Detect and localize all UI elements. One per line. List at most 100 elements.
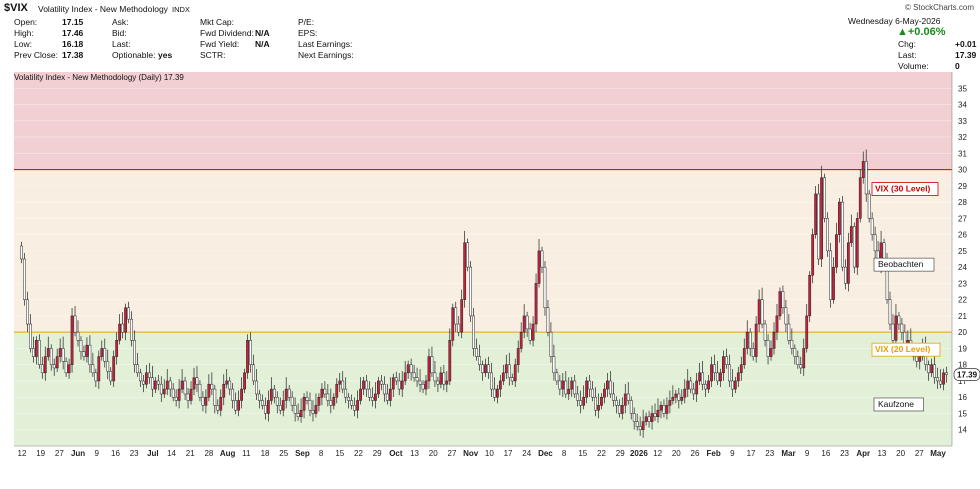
candle-body: [665, 405, 669, 414]
quote-label: Chg:: [898, 39, 916, 49]
y-tick-label: 28: [958, 198, 967, 207]
candle-body: [88, 344, 92, 365]
last-value-label: 17.39: [957, 371, 978, 380]
candle-body: [823, 177, 826, 219]
candle-body: [299, 409, 303, 417]
candle-body: [561, 380, 565, 390]
quote-value: 17.38: [62, 50, 84, 60]
candle-body: [564, 380, 568, 395]
candle-body: [849, 226, 853, 243]
x-tick-label: 15: [335, 449, 344, 458]
candle-body: [326, 393, 330, 401]
change-percent: ▲+0.06%: [897, 26, 946, 38]
x-tick-label: 19: [36, 449, 45, 458]
candle-body: [213, 388, 217, 406]
candle-body: [531, 323, 535, 341]
candle-body: [275, 396, 279, 406]
x-tick-label: 13: [410, 449, 419, 458]
candle-body: [397, 380, 401, 390]
candle-body: [409, 364, 413, 374]
candle-body: [377, 380, 380, 395]
candle-body: [838, 201, 841, 235]
candle-body: [264, 405, 267, 414]
candle-body: [82, 351, 86, 357]
candle-body: [781, 291, 785, 309]
candle-body: [760, 299, 764, 325]
candle-body: [314, 405, 318, 414]
y-tick-label: 33: [958, 117, 967, 126]
candle-body: [26, 299, 29, 325]
x-tick-label: 14: [167, 449, 176, 458]
x-tick-label: 23: [840, 449, 849, 458]
quote-value: N/A: [255, 28, 270, 38]
quote-value: yes: [158, 50, 173, 60]
x-tick-label: 28: [204, 449, 213, 458]
candle-body: [192, 377, 196, 390]
annotation-box: [873, 397, 924, 412]
x-tick-label: 29: [373, 449, 382, 458]
candle-body: [73, 315, 77, 333]
candle-body: [835, 234, 838, 268]
candle-body: [549, 331, 553, 357]
candle-body: [281, 400, 285, 411]
candle-body: [341, 380, 345, 390]
candle-body: [698, 372, 702, 382]
candle-body: [632, 413, 636, 422]
candle-body: [207, 383, 211, 398]
y-tick-label: 20: [958, 328, 967, 337]
candle-body: [237, 400, 240, 411]
candle-body: [46, 348, 50, 357]
candle-body: [442, 372, 446, 385]
x-tick-label: 20: [429, 449, 438, 458]
candle-body: [37, 340, 41, 365]
candle-body: [156, 380, 160, 385]
quote-value: 17.46: [62, 28, 84, 38]
y-tick-label: 21: [958, 312, 967, 321]
candle-body: [266, 400, 270, 414]
candle-body: [171, 388, 175, 398]
candle-body: [891, 323, 895, 341]
instrument-name: Volatility Index - New Methodology: [38, 4, 168, 14]
candle-body: [403, 372, 407, 382]
x-tick-label: 20: [896, 449, 905, 458]
candle-body: [308, 400, 312, 411]
candle-body: [617, 405, 621, 414]
candle-body: [40, 364, 44, 374]
candle-body: [659, 405, 663, 411]
candle-body: [656, 409, 660, 417]
candle-body: [344, 388, 348, 398]
x-tick-label: 15: [578, 449, 587, 458]
last-value-marker: [953, 368, 980, 381]
x-tick-label: 11: [242, 449, 251, 458]
candle-body: [629, 400, 633, 414]
candle-body: [647, 416, 651, 422]
candle-body: [775, 315, 779, 333]
candle-body: [689, 380, 693, 390]
candle-body: [736, 372, 740, 382]
candle-body: [796, 356, 800, 365]
y-tick-label: 31: [958, 149, 967, 158]
x-tick-label: Aug: [220, 449, 236, 458]
y-tick-label: 30: [958, 166, 967, 175]
candle-body: [945, 372, 948, 375]
candle-body: [626, 393, 630, 401]
candle-body: [332, 396, 336, 406]
candle-body: [463, 242, 467, 300]
x-tick-label: Sep: [295, 449, 310, 458]
candle-body: [272, 388, 276, 398]
candle-body: [873, 234, 877, 252]
candle-body: [79, 340, 83, 352]
x-tick-label: 8: [319, 449, 324, 458]
candle-body: [362, 380, 365, 390]
candle-body: [34, 340, 38, 357]
candle-body: [400, 380, 404, 390]
x-tick-label: Jun: [71, 449, 85, 458]
candle-body: [204, 396, 208, 406]
candle-body: [487, 364, 490, 374]
y-tick-label: 24: [958, 263, 967, 272]
quote-label: Last:: [112, 39, 131, 49]
candle-body: [641, 421, 645, 430]
x-tick-label: 26: [691, 449, 700, 458]
candle-body: [742, 348, 746, 365]
candle-body: [510, 377, 514, 382]
